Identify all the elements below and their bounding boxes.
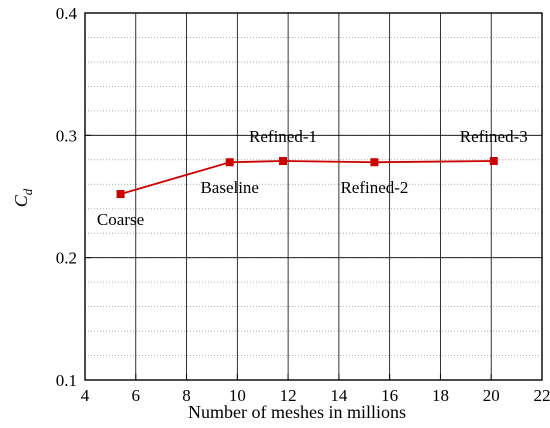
y-axis-title-main: C (11, 194, 31, 207)
x-tick-label: 22 (534, 386, 550, 405)
data-point-marker (116, 190, 125, 199)
y-axis-title-subscript: d (20, 188, 35, 195)
x-tick-label: 10 (229, 386, 246, 405)
tick-labels: 4 6 8 10 12 14 16 18 20 22 0.1 0.2 0.3 0.4 (56, 4, 550, 405)
data-point-marker (225, 158, 234, 167)
x-axis-title: Number of meshes in millions (188, 402, 406, 422)
x-tick-label: 8 (182, 386, 191, 405)
y-tick-label: 0.1 (56, 371, 77, 390)
x-tick-label: 18 (432, 386, 449, 405)
data-point-marker (489, 157, 498, 166)
x-tick-label: 16 (381, 386, 398, 405)
data-point-label: Coarse (97, 210, 144, 229)
data-series (116, 157, 498, 199)
y-tick-label: 0.3 (56, 126, 77, 145)
series-line (120, 160, 494, 195)
y-tick-label: 0.4 (56, 4, 78, 23)
data-point-label: Refined-3 (460, 127, 528, 146)
data-point-label: Refined-2 (340, 178, 408, 197)
x-tick-label: 6 (132, 386, 141, 405)
x-tick-label: 14 (330, 386, 348, 405)
y-axis-title: Cd (11, 188, 35, 207)
grid (84, 12, 543, 381)
data-point-label: Baseline (200, 178, 259, 197)
axes (84, 12, 543, 381)
y-tick-label: 0.2 (56, 249, 77, 268)
x-tick-label: 4 (81, 386, 90, 405)
x-tick-label: 12 (280, 386, 297, 405)
data-point-label: Refined-1 (249, 127, 317, 146)
x-tick-label: 20 (483, 386, 500, 405)
data-point-marker (370, 158, 379, 167)
data-point-marker (279, 157, 288, 166)
point-labels: Coarse Baseline Refined-1 Refined-2 Refined-… (97, 127, 528, 229)
plot-frame (84, 12, 543, 381)
